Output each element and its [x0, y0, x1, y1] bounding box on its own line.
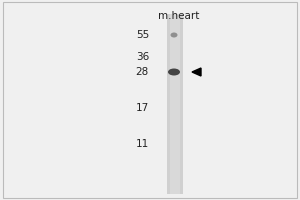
Polygon shape — [192, 68, 201, 76]
Ellipse shape — [170, 32, 178, 38]
Text: m.heart: m.heart — [158, 11, 199, 21]
Ellipse shape — [168, 68, 180, 75]
Text: 28: 28 — [136, 67, 149, 77]
Bar — [167, 14, 183, 194]
Text: 11: 11 — [136, 139, 149, 149]
Text: 36: 36 — [136, 52, 149, 62]
Bar — [170, 14, 180, 194]
Text: 55: 55 — [136, 30, 149, 40]
Text: 17: 17 — [136, 103, 149, 113]
